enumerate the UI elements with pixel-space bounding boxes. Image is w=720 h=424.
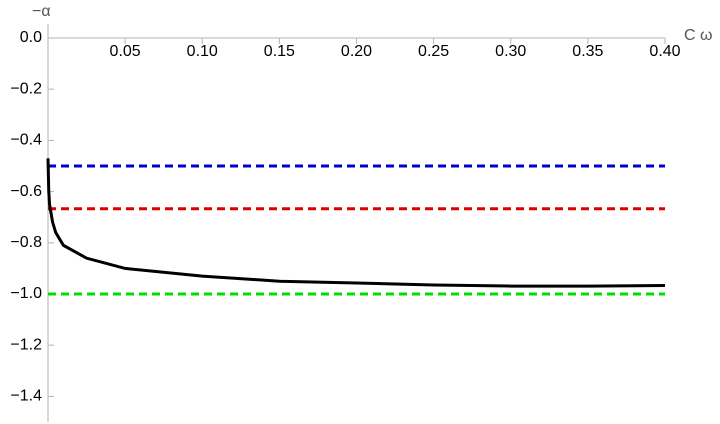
x-tick-label: 0.20: [341, 43, 372, 60]
x-tick-label: 0.25: [418, 43, 449, 60]
x-tick-label: 0.30: [495, 43, 526, 60]
x-tick-label: 0.15: [264, 43, 295, 60]
y-tick-label: −0.8: [10, 234, 42, 251]
x-tick-label: 0.35: [572, 43, 603, 60]
x-tick-label: 0.10: [187, 43, 218, 60]
y-tick-label: −0.4: [10, 132, 42, 149]
x-tick-label: 0.40: [649, 43, 680, 60]
curve: [46, 158, 666, 288]
y-tick-label: 0.0: [20, 29, 42, 46]
x-tick-label: 0.05: [110, 43, 141, 60]
y-tick-label: −1.0: [10, 285, 42, 302]
y-tick-label: −1.4: [10, 388, 42, 405]
y-tick-label: −1.2: [10, 336, 42, 353]
y-axis-label: −α: [32, 3, 51, 20]
x-axis-label: C ω: [684, 27, 713, 44]
y-tick-label: −0.6: [10, 183, 42, 200]
y-tick-label: −0.2: [10, 80, 42, 97]
